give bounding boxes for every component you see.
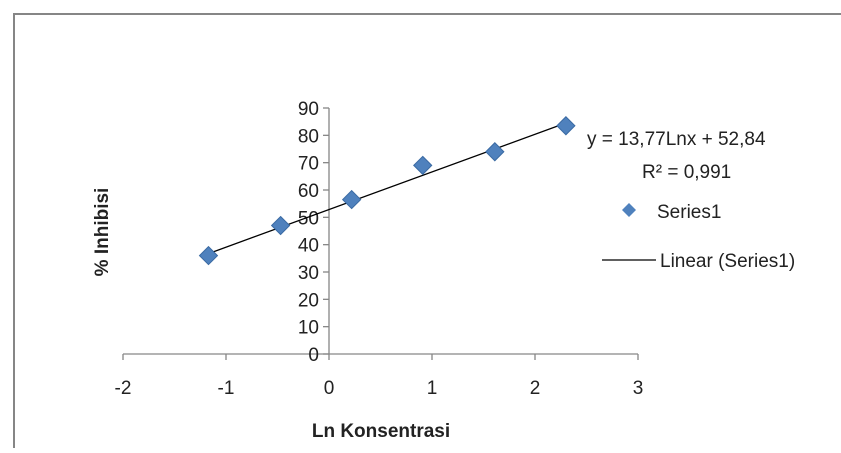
- legend: Series1 Linear (Series1): [602, 202, 795, 272]
- x-tick-labels: -2 -1 0 1 2 3: [115, 378, 644, 399]
- y-tick-label: 30: [298, 263, 319, 284]
- y-tick-label: 50: [298, 208, 319, 229]
- data-points: [198, 116, 576, 266]
- y-tick-label: 20: [298, 290, 319, 311]
- y-axis-title: % Inhibisi: [92, 188, 113, 277]
- data-point: [413, 155, 433, 176]
- data-point: [341, 189, 362, 210]
- trendline-line: [208, 122, 567, 255]
- axes: [122, 107, 639, 360]
- x-tick-label: -2: [115, 378, 132, 399]
- y-tick-labels: 0 10 20 30 40 50 60 70 80 90: [298, 99, 319, 366]
- y-tick-label: 80: [298, 126, 319, 147]
- trendline-equation: y = 13,77Lnx + 52,84: [587, 129, 766, 150]
- y-tick-label: 10: [298, 318, 319, 339]
- data-point: [198, 245, 219, 266]
- legend-label-trendline: Linear (Series1): [660, 251, 795, 272]
- x-tick-label: -1: [218, 378, 235, 399]
- trendline: [208, 122, 567, 255]
- y-tick-label: 40: [298, 236, 319, 257]
- x-tick-label: 3: [633, 378, 644, 399]
- y-tick-label: 70: [298, 154, 319, 175]
- x-axis-title: Ln Konsentrasi: [312, 421, 450, 442]
- x-tick-label: 2: [530, 378, 541, 399]
- y-tick-label: 90: [298, 99, 319, 120]
- y-tick-label: 0: [308, 345, 319, 366]
- data-point: [270, 215, 291, 236]
- x-tick-label: 1: [427, 378, 438, 399]
- legend-label-series1: Series1: [657, 202, 721, 223]
- data-point: [485, 142, 505, 162]
- legend-marker-series1: [622, 203, 636, 217]
- r-squared-label: R² = 0,991: [642, 162, 731, 183]
- chart-border: [13, 13, 841, 453]
- y-tick-label: 60: [298, 181, 319, 202]
- x-tick-label: 0: [324, 378, 335, 399]
- data-point: [556, 116, 576, 136]
